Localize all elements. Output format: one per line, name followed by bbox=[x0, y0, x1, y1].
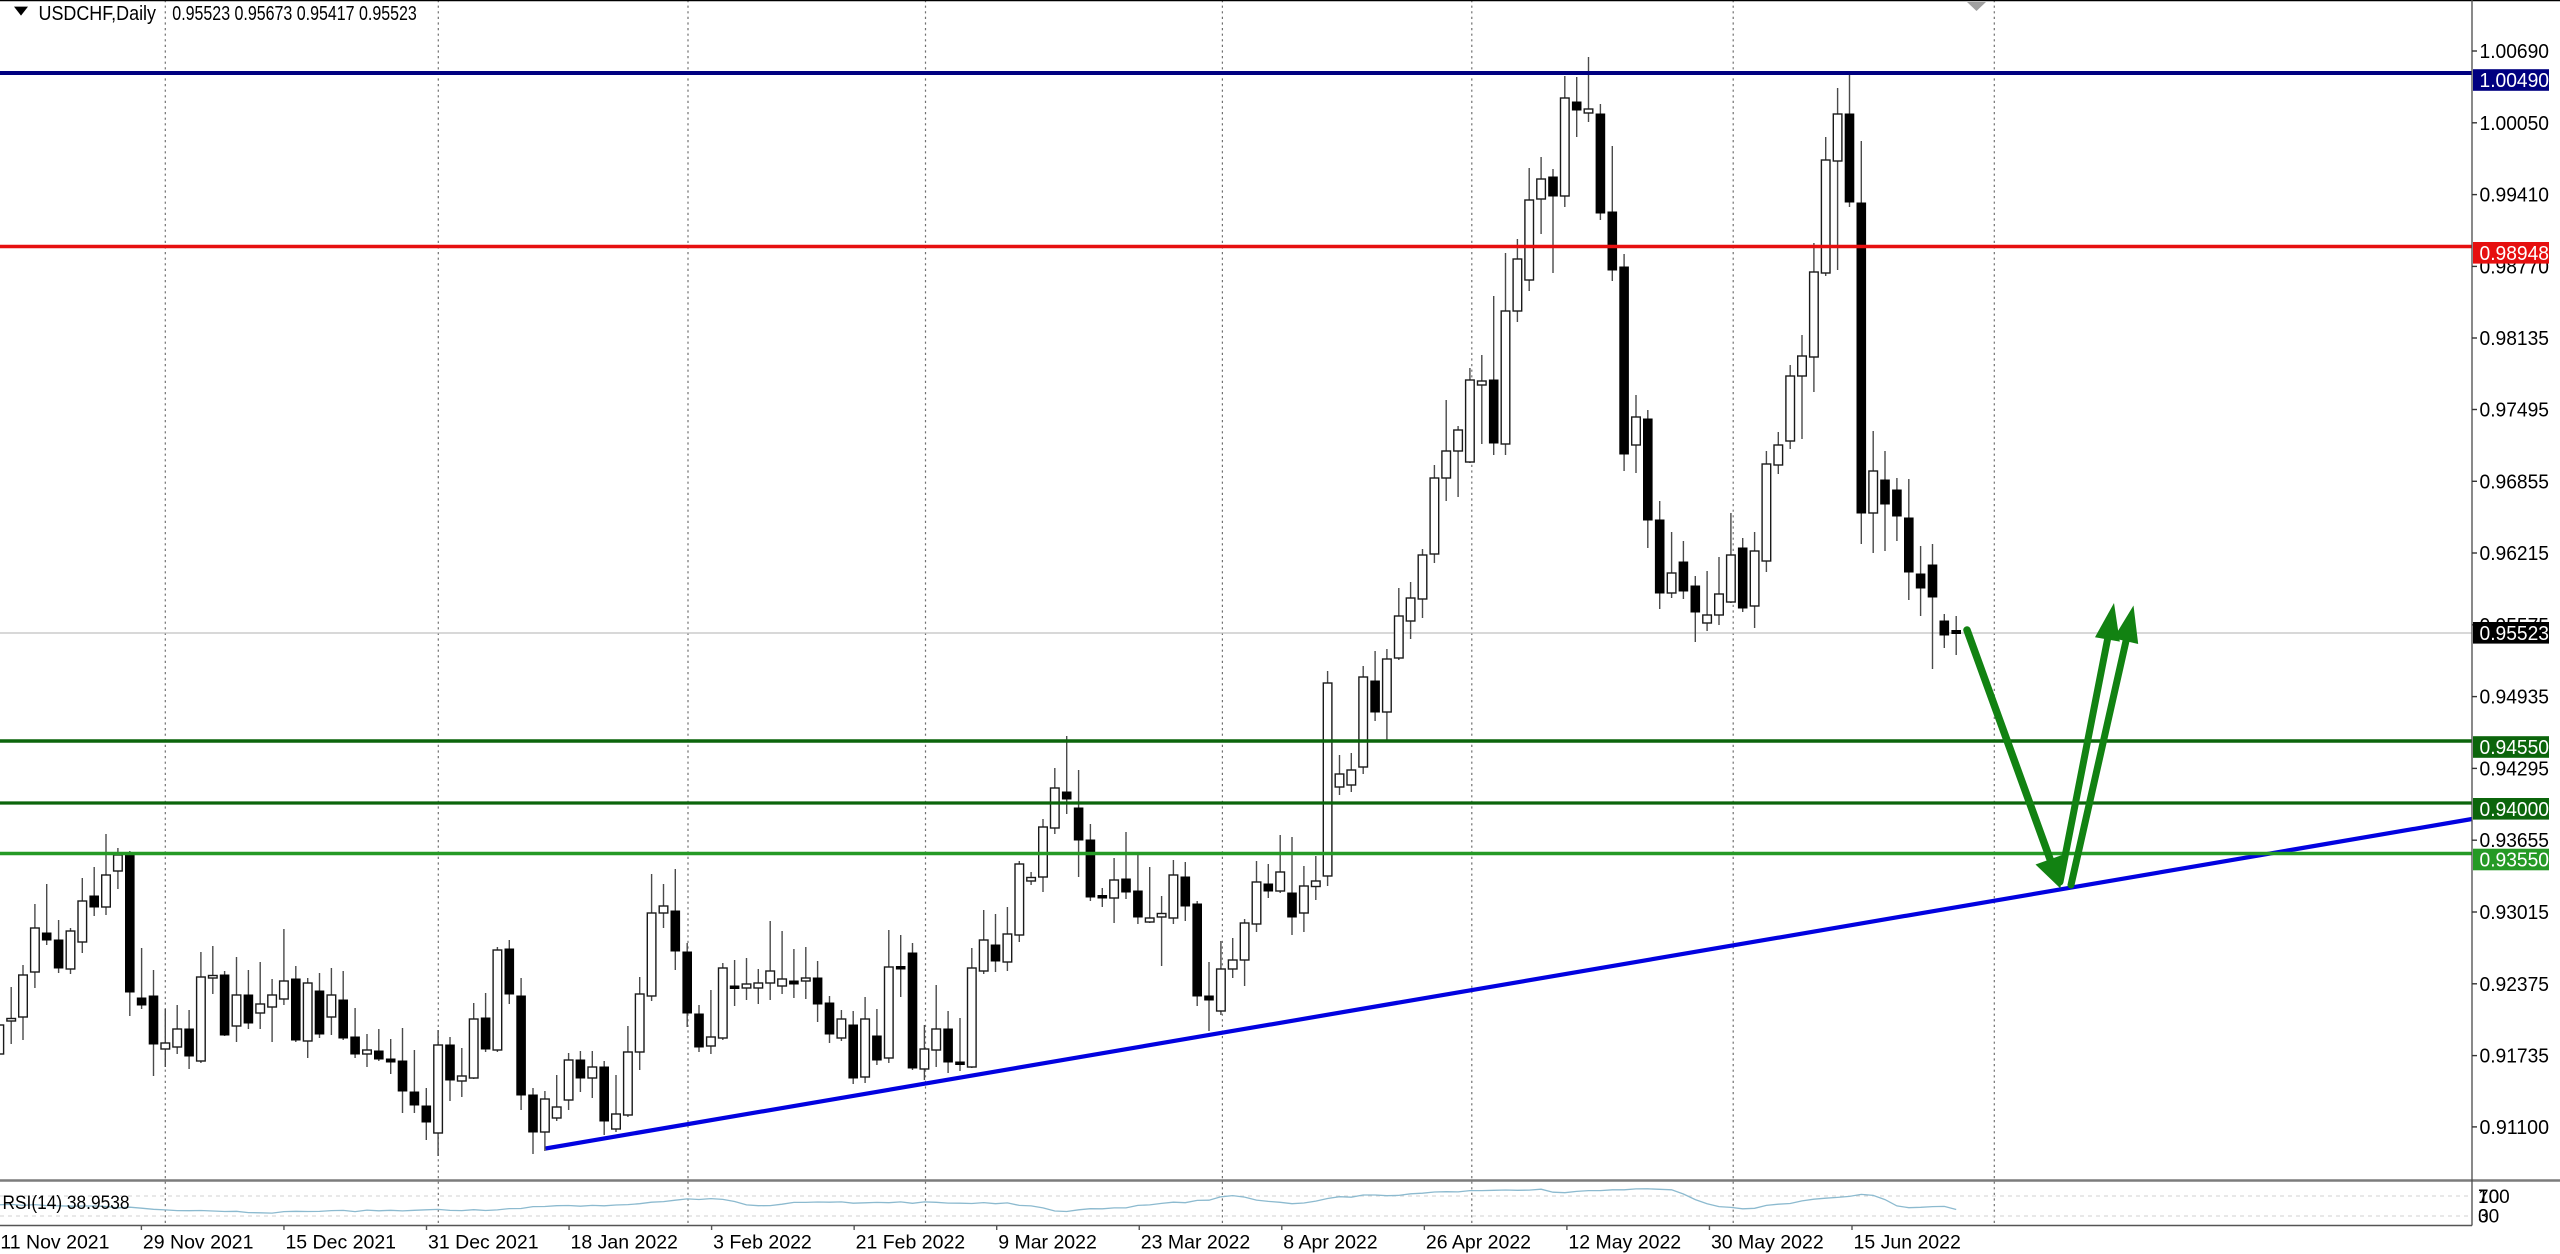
svg-text:30 May 2022: 30 May 2022 bbox=[1711, 1232, 1824, 1254]
svg-text:100: 100 bbox=[2478, 1187, 2510, 1208]
svg-text:8 Apr 2022: 8 Apr 2022 bbox=[1283, 1232, 1377, 1254]
svg-text:0.94550: 0.94550 bbox=[2480, 737, 2550, 759]
svg-text:0.96855: 0.96855 bbox=[2480, 471, 2550, 493]
svg-text:0.97495: 0.97495 bbox=[2480, 400, 2550, 422]
svg-text:RSI(14) 38.9538: RSI(14) 38.9538 bbox=[3, 1192, 130, 1214]
svg-text:0.93550: 0.93550 bbox=[2480, 850, 2550, 872]
svg-text:70: 70 bbox=[2478, 1187, 2499, 1208]
svg-text:0.92375: 0.92375 bbox=[2480, 974, 2550, 996]
svg-text:USDCHF,Daily: USDCHF,Daily bbox=[39, 3, 157, 25]
svg-text:21 Feb 2022: 21 Feb 2022 bbox=[856, 1232, 966, 1254]
svg-text:26 Apr 2022: 26 Apr 2022 bbox=[1426, 1232, 1531, 1254]
svg-text:0.96215: 0.96215 bbox=[2480, 543, 2550, 565]
svg-text:0.95523: 0.95523 bbox=[2480, 623, 2550, 645]
svg-text:0.95523 0.95673 0.95417 0.9552: 0.95523 0.95673 0.95417 0.95523 bbox=[172, 3, 416, 25]
svg-text:29 Nov 2021: 29 Nov 2021 bbox=[143, 1232, 254, 1254]
svg-text:0.91100: 0.91100 bbox=[2480, 1117, 2550, 1139]
svg-text:23 Mar 2022: 23 Mar 2022 bbox=[1141, 1232, 1251, 1254]
svg-text:18 Jan 2022: 18 Jan 2022 bbox=[571, 1232, 678, 1254]
svg-text:30: 30 bbox=[2478, 1206, 2499, 1227]
svg-text:1.00490: 1.00490 bbox=[2480, 70, 2550, 92]
svg-text:0.94935: 0.94935 bbox=[2480, 687, 2550, 709]
svg-text:0: 0 bbox=[2478, 1206, 2489, 1227]
svg-text:0.98135: 0.98135 bbox=[2480, 328, 2550, 350]
svg-text:0.93655: 0.93655 bbox=[2480, 830, 2550, 852]
svg-text:3 Feb 2022: 3 Feb 2022 bbox=[713, 1232, 812, 1254]
svg-text:15 Jun 2022: 15 Jun 2022 bbox=[1854, 1232, 1961, 1254]
svg-text:0.99410: 0.99410 bbox=[2480, 185, 2550, 207]
svg-text:12 May 2022: 12 May 2022 bbox=[1568, 1232, 1681, 1254]
svg-text:0.91735: 0.91735 bbox=[2480, 1046, 2550, 1068]
svg-text:1.00050: 1.00050 bbox=[2480, 113, 2550, 135]
svg-text:9 Mar 2022: 9 Mar 2022 bbox=[998, 1232, 1097, 1254]
svg-text:11 Nov 2021: 11 Nov 2021 bbox=[0, 1232, 109, 1254]
svg-text:1.00690: 1.00690 bbox=[2480, 41, 2550, 63]
svg-text:0.93015: 0.93015 bbox=[2480, 902, 2550, 924]
svg-text:0.94295: 0.94295 bbox=[2480, 758, 2550, 780]
svg-text:0.98948: 0.98948 bbox=[2480, 243, 2550, 265]
svg-text:31 Dec 2021: 31 Dec 2021 bbox=[428, 1232, 539, 1254]
svg-text:15 Dec 2021: 15 Dec 2021 bbox=[285, 1232, 396, 1254]
svg-text:0.94000: 0.94000 bbox=[2480, 799, 2550, 821]
